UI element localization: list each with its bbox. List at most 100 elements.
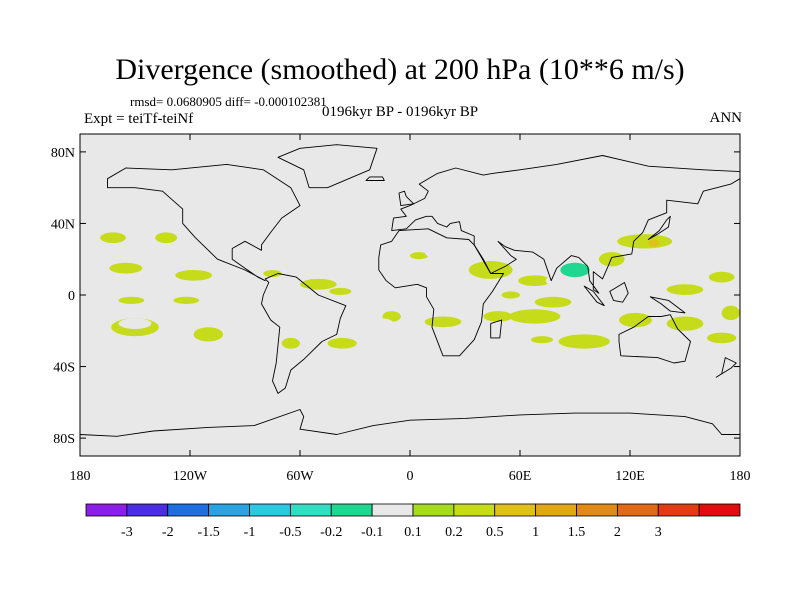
coastline-new-guinea [649,296,686,314]
coastline-greenland [277,144,378,189]
x-tick-label: 60W [286,469,314,484]
divergence-region-11 [118,296,145,304]
divergence-region-19 [327,337,357,349]
divergence-region-37 [534,296,572,308]
coastline-madagascar [490,319,503,339]
divergence-region-45 [366,318,396,333]
x-tick-label: 60E [509,469,532,484]
divergence-region-22 [410,252,429,260]
colorbar-label: -0.2 [320,525,342,540]
coastline-iceland [365,176,385,181]
divergence-region-7 [340,235,363,247]
divergence-regions [100,232,740,349]
divergence-region-33 [694,239,731,251]
divergence-region-16 [193,327,223,342]
x-tick-label: 120W [173,469,208,484]
season-label: ANN [709,110,743,126]
divergence-region-41 [619,312,652,328]
colorbar-label: 0.2 [445,525,463,540]
coastline-sumatra [583,285,605,307]
map-background [80,134,740,456]
divergence-region-26 [545,275,568,287]
divergence-region-31 [648,239,660,247]
divergence-region-43 [721,305,740,321]
divergence-region-12 [173,296,200,304]
divergence-region-29 [598,252,625,267]
map-axes: 180 120W 60W 0 60E 120E 180 80N 40N 0 40S 80S [51,134,751,484]
colorbar-swatch-2 [167,503,210,517]
divergence-region-3 [175,269,213,281]
colorbar-swatch-8 [412,503,455,517]
x-tick-label: 120E [615,469,645,484]
colorbar-swatch-12 [576,503,618,517]
divergence-region-42 [666,316,704,331]
divergence-region-30 [617,234,673,249]
divergence-region-25 [518,275,552,287]
divergence-region-6 [290,241,328,253]
divergence-region-0 [100,232,126,244]
colorbar-label: -0.1 [361,525,383,540]
colorbar-swatch-9 [453,503,496,517]
colorbar-label: -2 [162,525,174,540]
coastline-eurasia [391,155,740,294]
rmsd-diff-stats: rmsd= 0.0680905 diff= -0.000102381 [130,94,327,109]
divergence-region-34 [666,284,704,295]
colorbar-swatch-10 [494,503,537,517]
coastline-great-britain [398,190,415,207]
divergence-region-40 [575,311,605,322]
colorbar-swatch-0 [85,503,128,517]
colorbar-swatch-15 [698,503,741,517]
coastline-north-america [107,163,301,282]
y-tick-label: 40S [53,361,75,376]
divergence-region-17 [243,321,266,333]
divergence-region-2 [109,262,143,274]
divergence-region-35 [708,271,735,283]
divergence-region-39 [509,309,561,324]
divergence-region-47 [531,336,553,344]
divergence-region-32 [657,273,684,281]
experiment-label: Expt = teiTf-teiNf [84,111,194,127]
period-label: 0196kyr BP - 0196kyr BP [322,104,479,120]
coastline-japan [647,215,671,240]
coastline-south-america [261,273,347,394]
divergence-region-36 [501,291,520,299]
divergence-region-4 [213,235,258,265]
divergence-region-15 [118,318,152,329]
colorbar-swatch-6 [330,503,373,517]
y-tick-label: 0 [68,289,75,304]
coastline-borneo [609,282,629,303]
divergence-region-13 [226,298,245,306]
colorbar-swatch-3 [208,503,250,517]
colorbar-label: -0.5 [279,525,301,540]
colorbar: -3 -2 -1.5 -1 -0.5 -0.2 -0.1 0.1 0.2 0.5 1 1.5 2 3 [85,503,741,540]
coastlines [80,144,740,456]
colorbar-label: -1.5 [198,525,220,540]
x-tick-label: 180 [730,469,751,484]
divergence-region-44 [424,316,462,328]
colorbar-swatch-5 [289,503,332,517]
colorbar-label: 1.5 [568,525,586,540]
divergence-region-48 [707,332,737,344]
divergence-region-9 [300,278,337,290]
coastline-africa [378,228,504,357]
divergence-region-1 [155,232,178,244]
colorbar-swatch-13 [616,503,659,517]
colorbar-label: -1 [244,525,256,540]
colorbar-swatch-11 [535,503,577,517]
x-tick-label: 0 [407,469,414,484]
y-tick-label: 80N [51,146,75,161]
divergence-region-23 [424,243,477,262]
coastline-australia [618,314,691,364]
y-tick-label: 40N [51,217,75,232]
divergence-region-18 [281,337,301,349]
colorbar-swatch-14 [657,503,700,517]
colorbar-label: 0.5 [486,525,504,540]
colorbar-label: 0.1 [404,525,422,540]
colorbar-label: 3 [655,525,662,540]
divergence-region-28 [560,262,590,278]
colorbar-label: 1 [532,525,539,540]
divergence-region-10 [329,287,352,295]
x-tick-label: 180 [70,469,91,484]
colorbar-label: -3 [121,525,133,540]
